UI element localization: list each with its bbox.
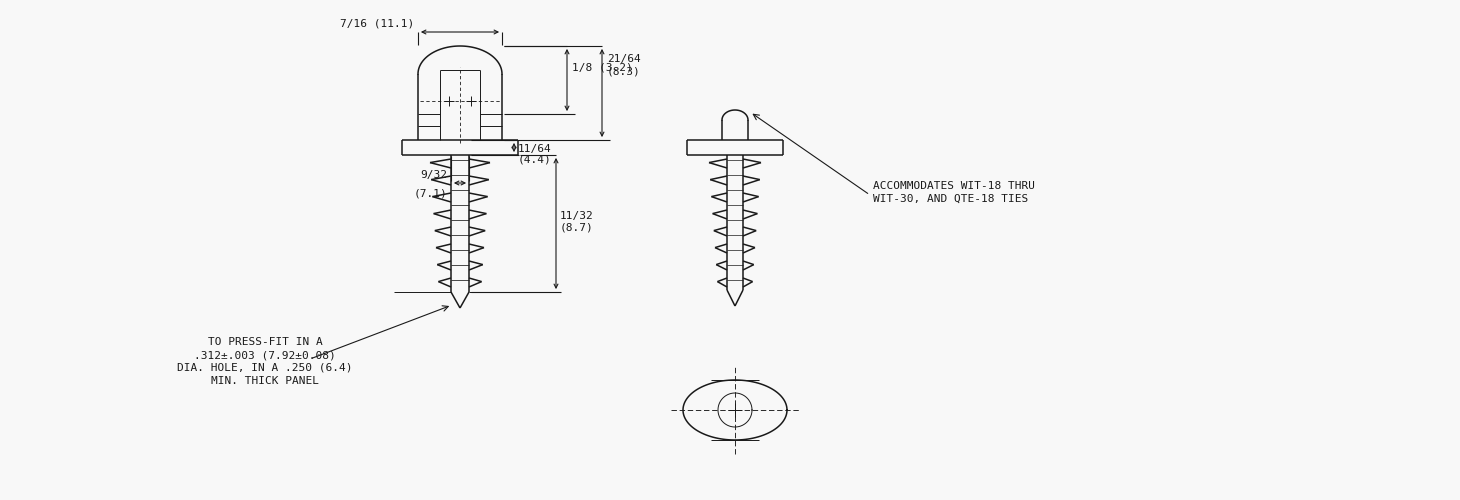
Text: 9/32: 9/32 <box>420 170 447 180</box>
Text: 11/32: 11/32 <box>561 210 594 220</box>
Text: WIT-30, AND QTE-18 TIES: WIT-30, AND QTE-18 TIES <box>873 194 1028 204</box>
Text: (4.4): (4.4) <box>518 155 552 165</box>
Text: TO PRESS-FIT IN A: TO PRESS-FIT IN A <box>207 337 323 347</box>
Text: 7/16 (11.1): 7/16 (11.1) <box>340 19 415 29</box>
Text: 11/64: 11/64 <box>518 144 552 154</box>
Text: (8.7): (8.7) <box>561 222 594 232</box>
Text: ACCOMMODATES WIT-18 THRU: ACCOMMODATES WIT-18 THRU <box>873 181 1035 191</box>
Text: 1/8 (3.2): 1/8 (3.2) <box>572 62 632 72</box>
Text: MIN. THICK PANEL: MIN. THICK PANEL <box>212 376 318 386</box>
Text: (8.3): (8.3) <box>607 66 641 76</box>
Text: .312±.003 (7.92±0.08): .312±.003 (7.92±0.08) <box>194 350 336 360</box>
Text: DIA. HOLE, IN A .250 (6.4): DIA. HOLE, IN A .250 (6.4) <box>177 363 353 373</box>
Text: 21/64: 21/64 <box>607 54 641 64</box>
Text: (7.1): (7.1) <box>413 188 447 198</box>
